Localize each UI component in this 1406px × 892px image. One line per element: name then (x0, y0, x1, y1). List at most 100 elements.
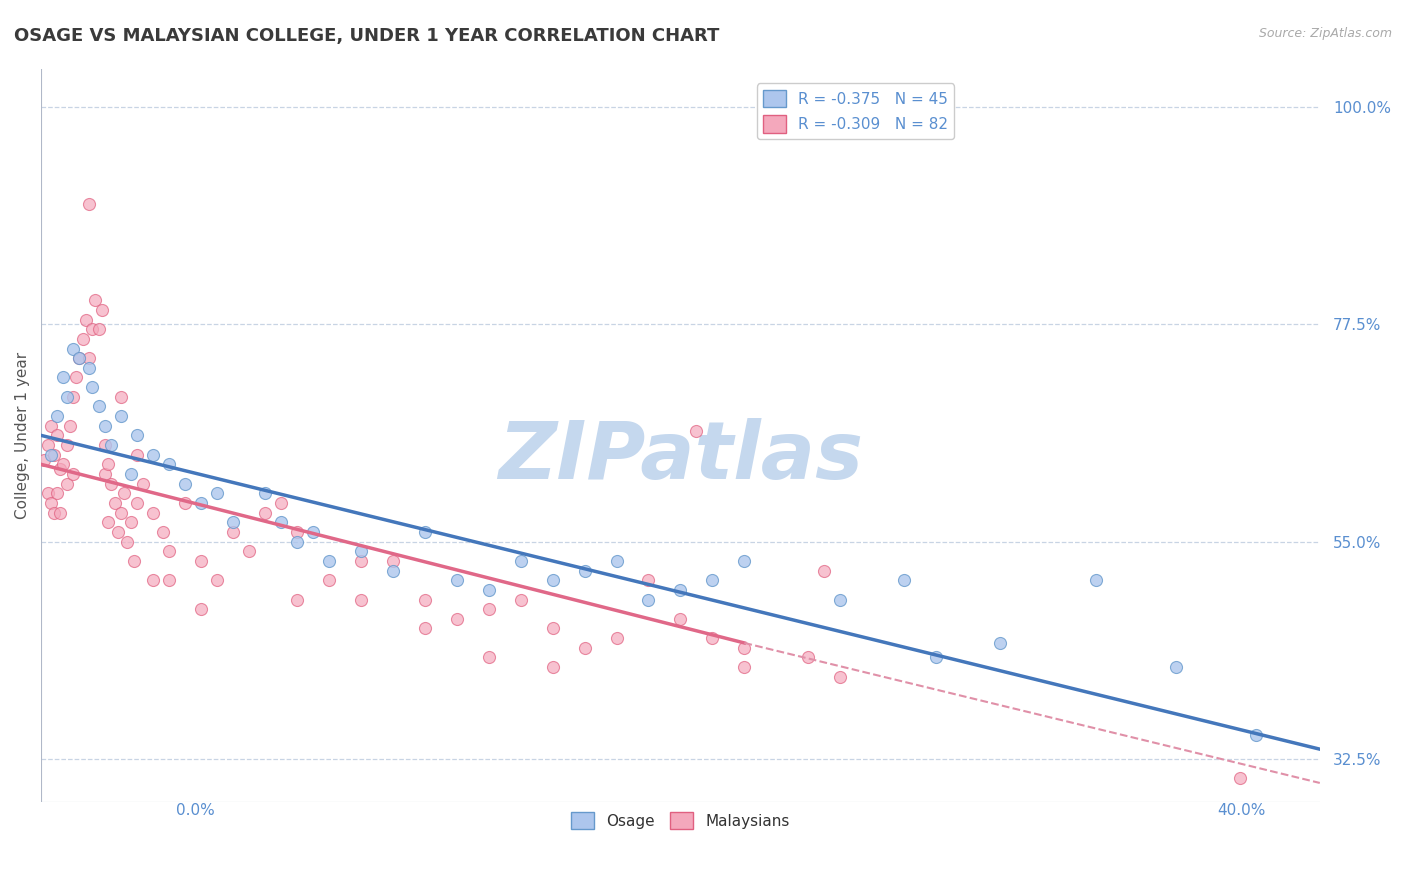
Point (120, 467, 142, 481)
Point (285, 524, 308, 539)
Point (702, 631, 724, 645)
Point (1229, 771, 1251, 785)
Point (87, 400, 110, 414)
Point (55, 438, 77, 452)
Point (94, 467, 117, 481)
Point (270, 496, 292, 510)
Point (350, 544, 373, 558)
Point (117, 534, 139, 549)
Point (34, 452, 56, 467)
Point (830, 670, 852, 684)
Point (541, 573, 564, 587)
Point (110, 409, 132, 423)
Point (318, 573, 340, 587)
Point (97, 516, 120, 530)
Legend: Osage, Malaysians: Osage, Malaysians (565, 806, 796, 835)
Point (478, 582, 501, 597)
Point (125, 448, 148, 462)
Point (75, 312, 97, 326)
Point (142, 506, 165, 520)
Point (37, 486, 59, 500)
Point (541, 660, 564, 674)
Text: ZIPatlas: ZIPatlas (498, 418, 863, 497)
Point (205, 573, 228, 587)
Point (381, 554, 404, 568)
Point (413, 622, 436, 636)
Point (157, 573, 180, 587)
Point (100, 438, 122, 452)
Point (77, 351, 100, 366)
Point (1085, 573, 1108, 587)
Point (122, 554, 145, 568)
Point (97, 458, 120, 472)
Y-axis label: College, Under 1 year: College, Under 1 year (15, 351, 30, 519)
Point (39, 448, 62, 462)
Point (205, 486, 228, 500)
Point (107, 524, 129, 539)
Point (69, 351, 91, 366)
Point (574, 640, 596, 655)
Point (112, 486, 135, 500)
Point (142, 448, 165, 462)
Point (100, 476, 122, 491)
Point (637, 573, 659, 587)
Point (77, 196, 100, 211)
Point (478, 602, 501, 616)
Point (318, 554, 340, 568)
Point (1164, 660, 1187, 674)
Point (52, 458, 75, 472)
Point (413, 592, 436, 607)
Point (605, 554, 627, 568)
Point (49, 462, 72, 476)
Point (120, 516, 142, 530)
Point (174, 496, 197, 510)
Point (142, 573, 165, 587)
Point (925, 650, 948, 665)
Point (301, 524, 323, 539)
Point (702, 573, 724, 587)
Point (381, 564, 404, 578)
Point (446, 612, 468, 626)
Point (62, 390, 84, 404)
Point (605, 631, 627, 645)
Point (222, 516, 245, 530)
Point (574, 564, 596, 578)
Point (830, 592, 852, 607)
Point (509, 592, 531, 607)
Point (270, 516, 292, 530)
Point (152, 524, 174, 539)
Point (104, 496, 127, 510)
Point (52, 370, 75, 384)
Point (125, 496, 148, 510)
Point (190, 602, 212, 616)
Point (87, 322, 110, 336)
Point (988, 636, 1011, 650)
Point (541, 622, 564, 636)
Point (82, 380, 104, 394)
Point (55, 476, 77, 491)
Point (65, 370, 87, 384)
Point (77, 360, 100, 375)
Text: 40.0%: 40.0% (1218, 803, 1265, 818)
Point (190, 554, 212, 568)
Point (190, 496, 212, 510)
Point (253, 486, 276, 500)
Point (49, 506, 72, 520)
Point (669, 612, 692, 626)
Point (55, 390, 77, 404)
Point (42, 506, 65, 520)
Point (110, 506, 132, 520)
Point (62, 342, 84, 356)
Point (893, 573, 915, 587)
Point (733, 640, 755, 655)
Point (46, 486, 69, 500)
Point (46, 409, 69, 423)
Point (813, 564, 835, 578)
Point (37, 438, 59, 452)
Point (685, 424, 707, 438)
Point (797, 650, 820, 665)
Point (1244, 728, 1267, 742)
Point (84, 293, 107, 308)
Point (413, 524, 436, 539)
Text: Source: ZipAtlas.com: Source: ZipAtlas.com (1258, 27, 1392, 40)
